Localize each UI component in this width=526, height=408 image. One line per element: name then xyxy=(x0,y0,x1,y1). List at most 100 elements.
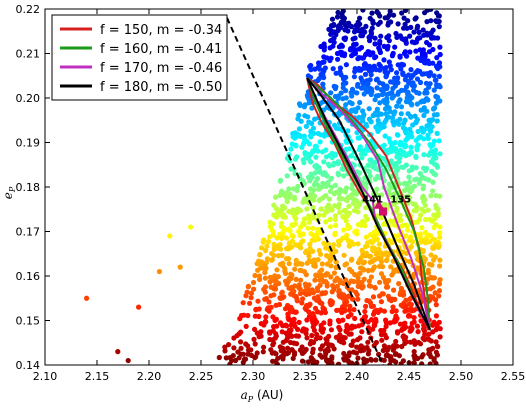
scatter-point xyxy=(400,62,407,68)
scatter-point-outlier xyxy=(115,349,121,355)
scatter-point xyxy=(422,197,428,203)
scatter-point xyxy=(334,14,341,20)
scatter-point xyxy=(349,342,355,348)
scatter-point xyxy=(399,223,405,229)
scatter-point xyxy=(308,171,314,177)
scatter-point xyxy=(338,25,344,31)
scatter-point xyxy=(285,350,291,356)
scatter-point xyxy=(301,269,307,275)
scatter-point xyxy=(378,299,384,305)
scatter-point xyxy=(428,193,434,199)
scatter-point xyxy=(432,290,438,296)
scatter-point xyxy=(310,148,316,154)
scatter-point xyxy=(385,284,391,290)
scatter-point xyxy=(417,341,424,347)
scatter-point xyxy=(343,209,349,215)
scatter-point xyxy=(327,45,333,51)
scatter-point xyxy=(390,347,396,353)
scatter-point xyxy=(258,333,264,339)
scatter-point xyxy=(391,358,397,364)
scatter-point xyxy=(420,248,426,254)
scatter-point xyxy=(272,286,279,292)
scatter-point xyxy=(412,201,418,207)
scatter-point xyxy=(421,328,428,334)
scatter-point xyxy=(399,326,405,332)
scatter-point xyxy=(274,362,280,365)
scatter-point xyxy=(264,243,270,249)
annotation-label: 135 xyxy=(390,195,411,206)
scatter-point xyxy=(348,153,354,159)
scatter-point xyxy=(248,352,255,358)
scatter-point xyxy=(396,89,402,95)
scatter-point xyxy=(413,48,419,54)
scatter-point xyxy=(401,321,407,327)
axis-ticks: 2.10 2.15 2.20 2.25 2.30 2.35 2.40 2.45 2.50 2.55… xyxy=(16,3,526,383)
scatter-point xyxy=(433,339,439,345)
scatter-point xyxy=(328,55,334,61)
scatter-point xyxy=(335,317,341,323)
scatter-point xyxy=(433,18,439,24)
scatter-point xyxy=(401,150,407,156)
scatter-point xyxy=(352,68,358,75)
scatter-point xyxy=(277,295,283,301)
scatter-point xyxy=(368,253,374,259)
scatter-point xyxy=(372,256,378,263)
scatter-point xyxy=(317,335,323,341)
scatter-point xyxy=(362,308,368,315)
scatter-point xyxy=(359,155,365,161)
scatter-point xyxy=(350,196,356,202)
scatter-point xyxy=(320,278,327,285)
scatter-point xyxy=(342,51,348,57)
scatter-point xyxy=(431,87,437,93)
x-tick-label: 2.45 xyxy=(397,370,422,383)
scatter-point xyxy=(374,85,380,91)
scatter-point xyxy=(385,253,391,259)
scatter-point xyxy=(319,261,325,267)
scatter-point xyxy=(341,227,347,233)
scatter-point xyxy=(427,297,433,303)
scatter-point xyxy=(391,12,397,18)
scatter-point xyxy=(394,103,400,109)
scatter-point xyxy=(357,15,363,21)
scatter-point xyxy=(326,196,333,202)
scatter-point xyxy=(405,193,411,199)
scatter-point xyxy=(411,319,417,325)
scatter-point xyxy=(318,327,324,333)
scatter-point xyxy=(365,339,371,345)
scatter-point xyxy=(329,299,335,305)
scatter-point xyxy=(304,206,310,212)
scatter-point xyxy=(419,206,425,212)
scatter-point xyxy=(335,9,341,16)
scatter-point xyxy=(287,306,293,312)
x-axis-label-sub: P xyxy=(247,395,254,404)
scatter-point xyxy=(407,132,413,138)
scatter-point xyxy=(279,235,285,241)
scatter-point xyxy=(323,193,329,199)
scatter-point xyxy=(336,242,342,248)
scatter-point xyxy=(437,51,443,58)
scatter-point xyxy=(331,39,337,46)
scatter-point xyxy=(369,267,375,273)
scatter-point xyxy=(356,271,362,277)
scatter-point xyxy=(233,357,239,364)
scatter-point xyxy=(289,238,296,244)
scatter-point xyxy=(343,95,349,101)
scatter-point xyxy=(413,137,419,143)
scatter-point xyxy=(229,357,235,364)
scatter-point xyxy=(271,241,277,247)
scatter-point xyxy=(267,279,273,285)
scatter-point xyxy=(417,79,424,86)
scatter-point xyxy=(335,56,341,62)
scatter-point xyxy=(390,79,396,85)
scatter-point xyxy=(245,283,251,289)
scatter-point xyxy=(344,197,350,203)
scatter-point xyxy=(376,246,382,252)
x-tick-label: 2.35 xyxy=(293,370,318,383)
scatter-point xyxy=(404,53,410,59)
scatter-point xyxy=(372,176,378,182)
scatter-point xyxy=(420,27,426,33)
scatter-point xyxy=(351,74,357,80)
scatter-point xyxy=(375,10,381,16)
scatter-point xyxy=(285,345,291,351)
y-tick-label: 0.16 xyxy=(16,270,41,283)
